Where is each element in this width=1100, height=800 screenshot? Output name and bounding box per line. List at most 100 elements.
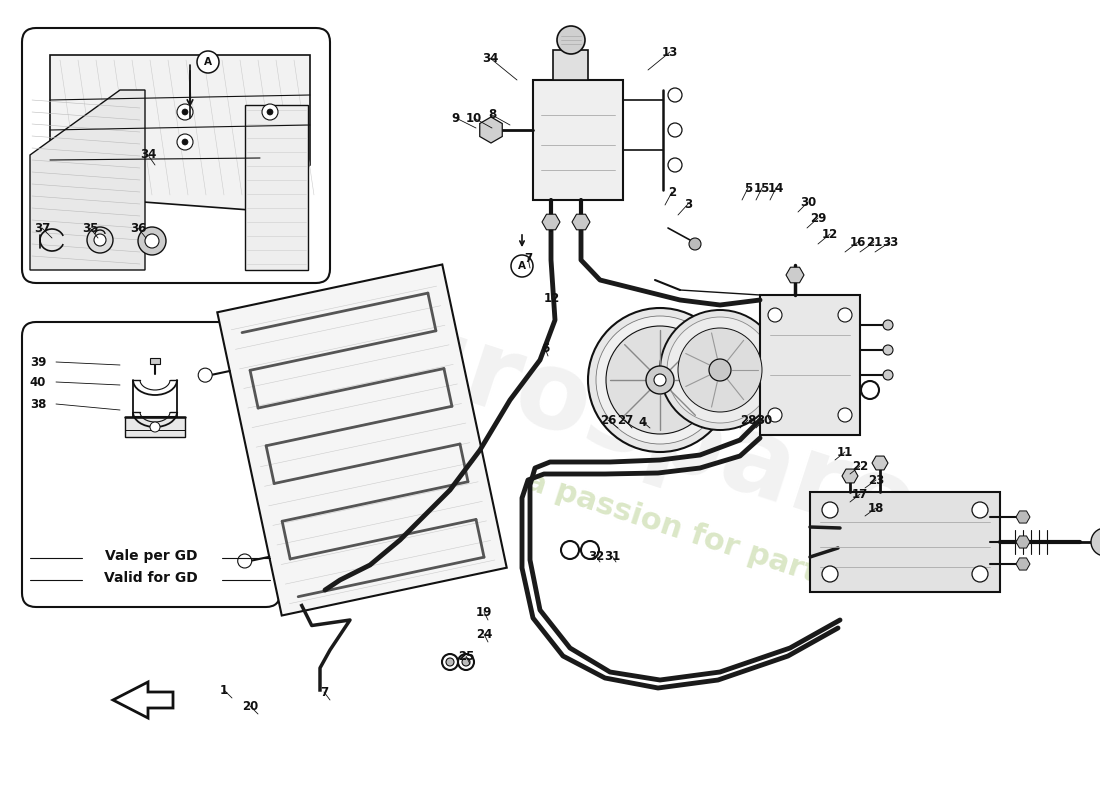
Text: 16: 16 [850, 235, 866, 249]
Circle shape [588, 308, 732, 452]
Text: Vale per GD: Vale per GD [104, 549, 197, 563]
Text: 14: 14 [768, 182, 784, 194]
Text: 36: 36 [130, 222, 146, 234]
FancyBboxPatch shape [22, 322, 280, 607]
Text: 7: 7 [320, 686, 328, 698]
Text: 11: 11 [837, 446, 854, 458]
Circle shape [883, 370, 893, 380]
Circle shape [262, 104, 278, 120]
Text: 22: 22 [851, 459, 868, 473]
Text: 40: 40 [30, 375, 46, 389]
Circle shape [182, 139, 188, 145]
Text: 35: 35 [81, 222, 98, 234]
Circle shape [668, 88, 682, 102]
Circle shape [838, 308, 853, 322]
Circle shape [668, 123, 682, 137]
Circle shape [1091, 528, 1100, 556]
Text: 5: 5 [744, 182, 752, 194]
Circle shape [462, 658, 470, 666]
Text: 30: 30 [800, 195, 816, 209]
Polygon shape [50, 55, 310, 210]
Circle shape [883, 345, 893, 355]
Text: A: A [205, 57, 211, 67]
Circle shape [198, 368, 212, 382]
Circle shape [458, 654, 474, 670]
Polygon shape [1016, 558, 1030, 570]
Polygon shape [150, 358, 160, 364]
Text: Valid for GD: Valid for GD [104, 571, 198, 585]
Circle shape [442, 654, 458, 670]
Text: 10: 10 [466, 111, 482, 125]
Circle shape [238, 554, 252, 568]
Circle shape [660, 310, 780, 430]
Polygon shape [542, 214, 560, 230]
Circle shape [710, 359, 732, 381]
Circle shape [689, 238, 701, 250]
Circle shape [267, 109, 273, 115]
Polygon shape [760, 295, 860, 435]
Text: 24: 24 [476, 627, 492, 641]
Text: 29: 29 [810, 211, 826, 225]
Text: 21: 21 [866, 235, 882, 249]
Text: 1: 1 [220, 683, 228, 697]
Circle shape [883, 320, 893, 330]
Circle shape [94, 234, 106, 246]
Circle shape [197, 51, 219, 73]
Text: A: A [518, 261, 526, 271]
Circle shape [822, 566, 838, 582]
Text: 28: 28 [740, 414, 756, 426]
Text: A: A [204, 57, 212, 67]
Circle shape [446, 658, 454, 666]
Circle shape [678, 328, 762, 412]
Text: 37: 37 [34, 222, 51, 234]
Circle shape [87, 227, 113, 253]
Polygon shape [572, 214, 590, 230]
Text: 38: 38 [30, 398, 46, 410]
Text: 4: 4 [639, 415, 647, 429]
Text: 31: 31 [604, 550, 620, 562]
Text: eurospares: eurospares [308, 274, 992, 586]
Text: 32: 32 [587, 550, 604, 562]
Circle shape [822, 502, 838, 518]
Text: 12: 12 [543, 291, 560, 305]
Text: 33: 33 [882, 235, 898, 249]
Polygon shape [480, 117, 503, 143]
Text: 25: 25 [458, 650, 474, 662]
FancyBboxPatch shape [22, 28, 330, 283]
Circle shape [768, 408, 782, 422]
Polygon shape [113, 682, 173, 718]
Text: 30: 30 [756, 414, 772, 426]
Text: 20: 20 [242, 699, 258, 713]
Circle shape [512, 255, 534, 277]
Text: 19: 19 [476, 606, 492, 618]
Polygon shape [534, 80, 623, 200]
Circle shape [198, 52, 218, 72]
Circle shape [596, 316, 724, 444]
Circle shape [972, 502, 988, 518]
Text: 39: 39 [30, 355, 46, 369]
Text: 7: 7 [524, 251, 532, 265]
Text: 6: 6 [541, 342, 549, 354]
Circle shape [667, 317, 773, 423]
Circle shape [557, 26, 585, 54]
Polygon shape [810, 492, 1000, 592]
Text: 3: 3 [684, 198, 692, 210]
Text: 27: 27 [617, 414, 634, 426]
Text: 9: 9 [452, 111, 460, 125]
Text: 34: 34 [140, 149, 156, 162]
Circle shape [145, 234, 160, 248]
Text: 17: 17 [851, 487, 868, 501]
Polygon shape [786, 267, 804, 282]
Circle shape [177, 134, 192, 150]
Polygon shape [30, 90, 145, 270]
Text: 2: 2 [668, 186, 676, 198]
Text: 34: 34 [482, 51, 498, 65]
Text: 15: 15 [754, 182, 770, 194]
Polygon shape [218, 265, 507, 615]
Circle shape [182, 109, 188, 115]
Text: 8: 8 [488, 109, 496, 122]
Circle shape [150, 422, 160, 432]
Polygon shape [245, 105, 308, 270]
Circle shape [668, 158, 682, 172]
Text: 23: 23 [868, 474, 884, 486]
